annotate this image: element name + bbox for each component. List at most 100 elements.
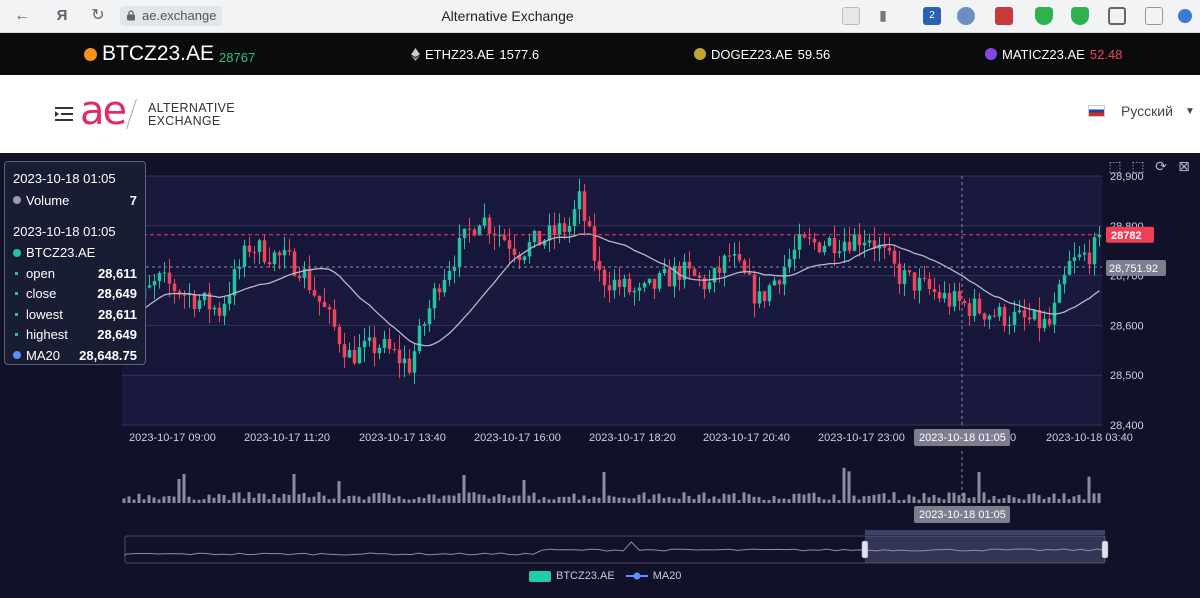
volume-bar [192,499,196,503]
candle [422,324,427,326]
candle [1087,252,1092,265]
volume-bar [1022,499,1026,503]
volume-bar [557,497,561,503]
volume-bar [587,498,591,503]
y-tick-label: 28,600 [1110,320,1144,332]
tooltip-label: lowest [26,306,63,322]
extension-icon[interactable] [842,7,860,25]
volume-bar [507,497,511,503]
volume-bar [562,496,566,503]
volume-bar [287,494,291,503]
volume-bar [167,495,171,503]
candle [592,226,597,261]
volume-bar [967,497,971,503]
shield-icon[interactable] [1035,7,1053,25]
volume-bar [902,499,906,503]
volume-bar [437,498,441,503]
volume-bar [962,492,966,503]
data-zoom-slider[interactable] [124,530,1109,564]
x-tick-label: 2023-10-17 20:40 [703,432,790,444]
puzzle-icon[interactable] [1108,7,1126,25]
volume-date-tag: 2023-10-18 01:05 [919,509,1006,521]
candle [692,268,697,276]
logo-text: ALTERNATIVE EXCHANGE [148,102,235,128]
last-price-tag: 28782 [1111,230,1142,242]
candle [752,274,757,304]
volume-bar [347,495,351,503]
download-icon[interactable] [1178,9,1192,23]
volume-bar [527,495,531,503]
candle [197,300,202,310]
candle [657,273,662,289]
address-bar[interactable]: ae.exchange [120,6,223,26]
volume-bar [442,495,446,503]
volume-bar [942,499,946,503]
bitcoin-icon [84,47,97,61]
candle [897,263,902,284]
tooltip-value: 28,648.75 [79,347,137,363]
menu-icon[interactable] [55,107,73,121]
candle [452,266,457,271]
extension-red-icon[interactable] [995,7,1013,25]
reload-icon[interactable]: ↻ [91,7,105,24]
back-icon[interactable]: ← [14,7,30,24]
volume-bars [122,467,1101,503]
candle [567,225,572,233]
candle [762,291,767,302]
volume-bar [457,493,461,503]
candle [812,238,817,243]
candle [1007,324,1012,326]
ticker-item-matic[interactable]: MATICZ23.AE 52.48 [985,33,1122,75]
volume-bar [712,496,716,503]
volume-bar [237,492,241,503]
candle [1067,260,1072,275]
ticker-item-btc[interactable]: BTCZ23.AE 28767 [84,33,255,75]
volume-bar [817,497,821,503]
volume-bar [1067,499,1071,503]
chart-legend[interactable]: BTCZ23.AE MA20 [529,570,681,582]
tooltip-label: open [26,265,55,281]
volume-bar [322,495,326,503]
zoom-reset-icon[interactable]: ⬚ [1131,158,1145,174]
y-tick-label: 28,400 [1110,420,1144,432]
bookmark-icon[interactable]: ▮ [879,7,887,23]
volume-bar [122,498,126,503]
ma-dot-icon [13,351,21,360]
candle [232,269,237,296]
candle [497,235,502,237]
candle [717,267,722,273]
restore-icon[interactable]: ⟳ [1155,158,1167,174]
ticker-bar: BTCZ23.AE 28767 ETHZ23.AE 1577.6 DOGEZ23… [0,33,1200,75]
language-selector[interactable]: Русский ▼ [1088,103,1195,119]
tooltip-volume-row: Volume 7 [13,190,137,211]
chart-grid [122,175,1102,426]
volume-bar [142,499,146,503]
badge-extension-icon[interactable]: 2 [923,7,941,25]
cloud-icon[interactable] [957,7,975,25]
volume-bar [907,494,911,503]
adblock-shield-icon[interactable] [1071,7,1089,25]
dogecoin-icon [694,48,706,60]
candle [677,265,682,280]
ticker-item-doge[interactable]: DOGEZ23.AE 59.56 [694,33,830,75]
volume-bar [1002,498,1006,503]
polygon-icon [985,48,997,60]
ticker-item-eth[interactable]: ETHZ23.AE 1577.6 [411,33,539,75]
volume-bar [877,494,881,503]
candle [472,229,477,236]
tooltip-value: 7 [129,192,137,208]
zoom-area-icon[interactable]: ⬚ [1108,158,1122,174]
save-image-icon[interactable]: ⊠ [1178,158,1190,174]
candle [852,234,857,251]
volume-bar [257,493,261,503]
yandex-icon[interactable]: Я [56,7,68,24]
candle [962,300,967,304]
logo[interactable]: ae [80,88,127,134]
document-icon[interactable] [1145,7,1163,25]
candle [607,285,612,291]
volume-bar [152,497,156,503]
candle [167,272,172,284]
tooltip-value: 28,649 [97,286,137,302]
volume-bar [482,494,486,503]
